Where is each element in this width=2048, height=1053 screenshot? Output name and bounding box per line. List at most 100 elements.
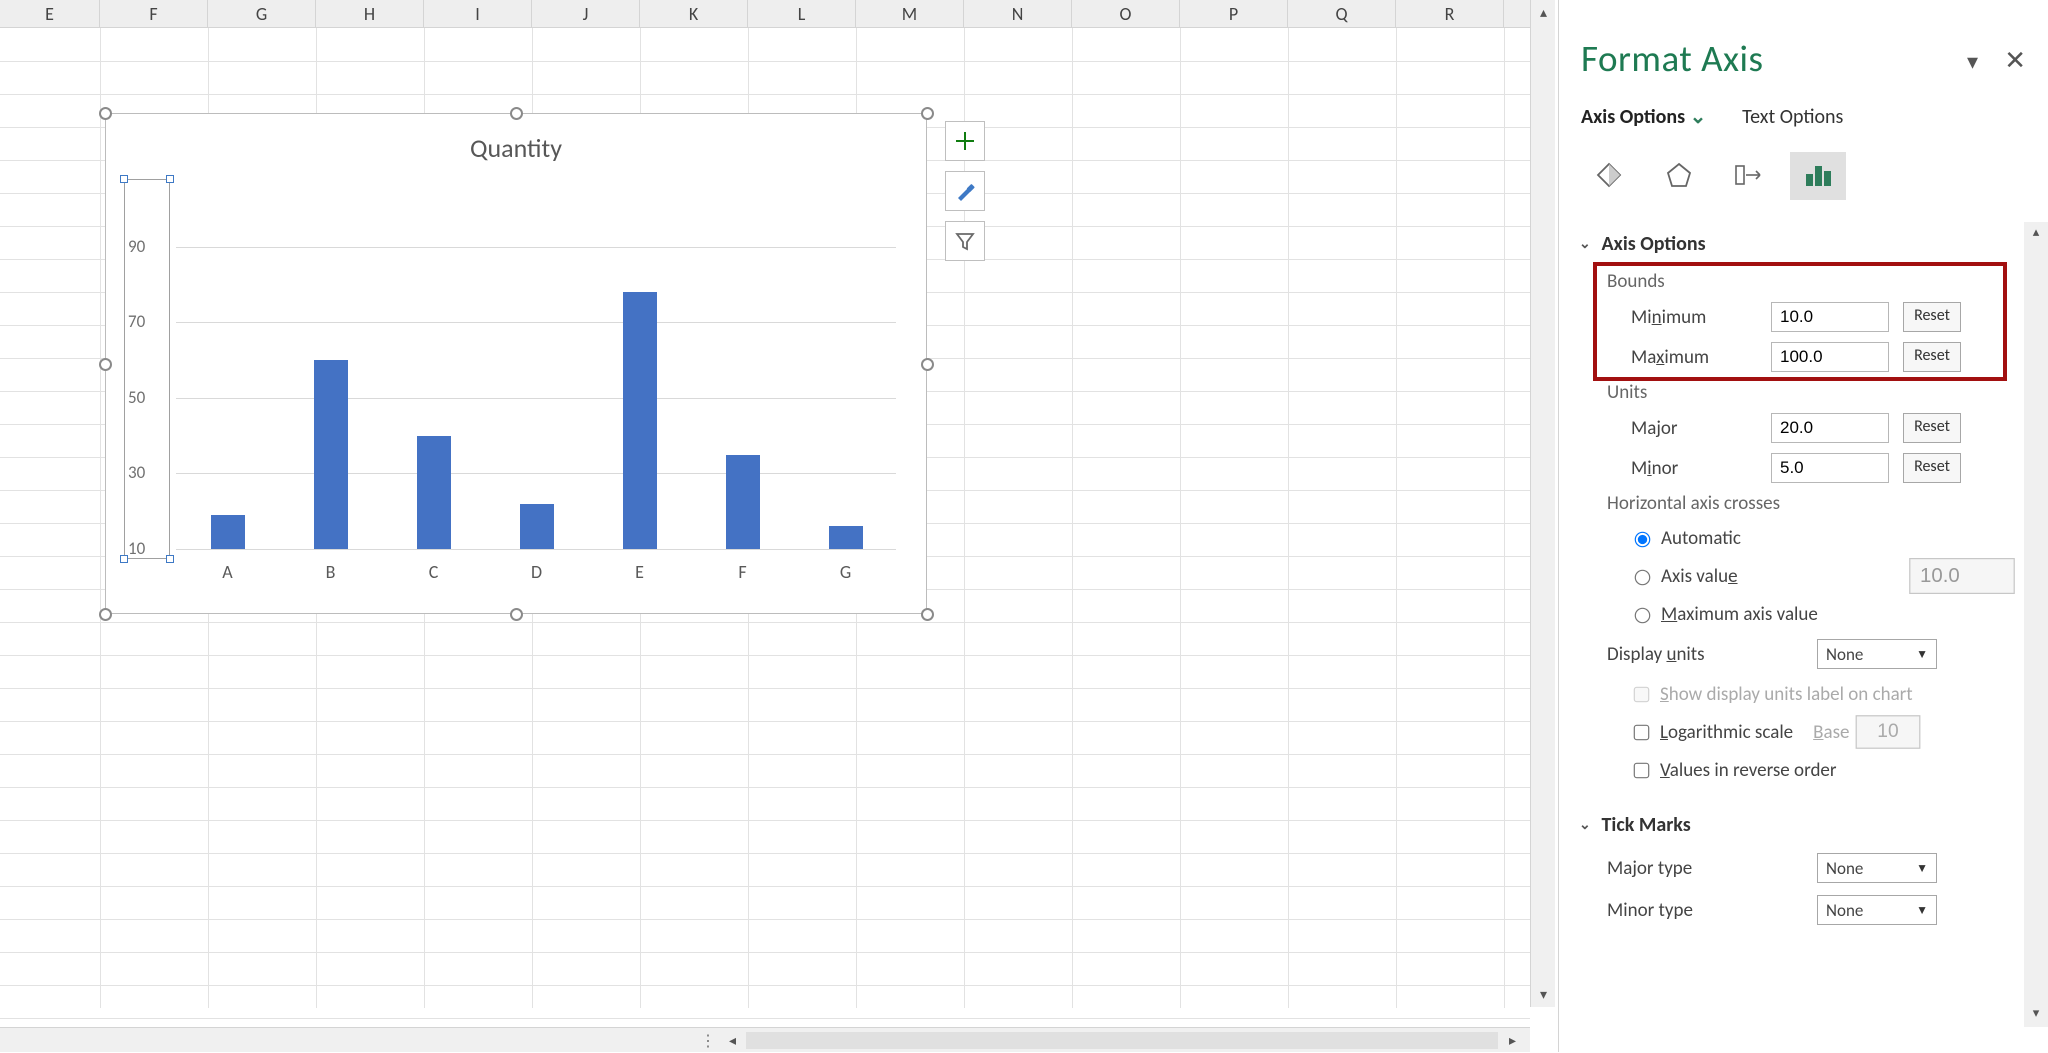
close-panel-icon[interactable]: ✕ [2004,44,2026,76]
chart-selection-handle[interactable] [510,608,523,621]
column-header-P[interactable]: P [1180,0,1288,28]
column-header-F[interactable]: F [100,0,208,28]
split-handle-icon[interactable]: ⋮ [700,1031,716,1050]
tick-major-row: Major type None ▼ [1559,847,2024,889]
effects-icon[interactable] [1651,152,1707,200]
chart-selection-handle[interactable] [921,358,934,371]
chart-title[interactable]: Quantity [106,132,926,164]
panel-scroll-down-icon[interactable]: ▾ [2024,1003,2048,1027]
bar-D[interactable] [520,504,554,549]
section-axis-options-label: Axis Options [1602,232,1706,256]
y-tick-label: 70 [128,311,145,332]
bar-B[interactable] [314,360,348,549]
scroll-left-arrow-icon[interactable]: ◂ [720,1028,745,1053]
radio-maximum-axis-value-input[interactable] [1635,608,1651,624]
radio-automatic-input[interactable] [1635,532,1651,548]
chart-selection-handle[interactable] [99,358,112,371]
fill-and-line-icon[interactable] [1581,152,1637,200]
column-header-L[interactable]: L [748,0,856,28]
chart-selection-handle[interactable] [921,608,934,621]
bar-G[interactable] [829,526,863,549]
chart-selection-handle[interactable] [510,107,523,120]
column-header-N[interactable]: N [964,0,1072,28]
bounds-minimum-input[interactable] [1771,302,1889,332]
chart-selection-handle[interactable] [921,107,934,120]
chart-selection-handle[interactable] [99,608,112,621]
bounds-maximum-reset-button[interactable]: Reset [1903,342,1961,372]
y-tick-label: 90 [128,236,145,257]
tick-minor-row: Minor type None ▼ [1559,889,2024,931]
tick-minor-select[interactable]: None ▼ [1817,895,1937,925]
column-header-Q[interactable]: Q [1288,0,1396,28]
values-reverse-checkbox[interactable] [1634,762,1650,778]
radio-maximum-axis-value[interactable]: Maximum axis value [1559,595,2024,633]
chart-selection-handle[interactable] [99,107,112,120]
radio-axis-value[interactable]: Axis value [1559,557,2024,595]
values-reverse-row[interactable]: Values in reverse order [1559,751,2024,789]
axis-options-icon[interactable] [1790,152,1846,200]
tick-minor-label: Minor type [1607,899,1817,922]
scroll-down-arrow-icon[interactable]: ▾ [1531,982,1556,1007]
tab-axis-options[interactable]: Axis Options ⌄ [1581,104,1708,129]
units-minor-input[interactable] [1771,453,1889,483]
bounds-group-label: Bounds [1559,266,2024,297]
scroll-right-arrow-icon[interactable]: ▸ [1500,1028,1525,1053]
tab-text-options[interactable]: Text Options [1742,105,1843,129]
worksheet-area[interactable]: EFGHIJKLMNOPQR Quantity 1030507090ABCDEF… [0,0,1555,1052]
radio-axis-value-input[interactable] [1635,570,1651,586]
panel-scroll-up-icon[interactable]: ▴ [2024,222,2048,246]
column-header-G[interactable]: G [208,0,316,28]
size-and-properties-icon[interactable] [1720,152,1776,200]
bounds-maximum-input[interactable] [1771,342,1889,372]
units-minor-label: Minor [1631,457,1771,480]
column-header-M[interactable]: M [856,0,964,28]
log-scale-label: Logarithmic scale [1660,721,1793,744]
column-header-R[interactable]: R [1396,0,1504,28]
log-base-input [1856,715,1921,749]
log-scale-row[interactable]: Logarithmic scale Base [1559,713,2024,751]
units-minor-reset-button[interactable]: Reset [1903,453,1961,483]
units-major-input[interactable] [1771,413,1889,443]
embedded-chart[interactable]: Quantity 1030507090ABCDEFG [105,113,927,614]
column-header-I[interactable]: I [424,0,532,28]
chart-styles-button[interactable] [945,171,985,211]
bounds-minimum-row: Minimum Reset [1559,297,2024,337]
bar-A[interactable] [211,515,245,549]
panel-tab-row: Axis Options ⌄ Text Options [1581,104,1873,129]
section-tick-marks[interactable]: ⌄ Tick Marks [1559,803,2024,847]
show-units-label-text: Show display units label on chart [1660,683,1913,706]
horizontal-scrollbar[interactable]: ⋮ ◂ ▸ [0,1027,1530,1052]
panel-scrollbar[interactable]: ▴ ▾ [2024,222,2048,1027]
chevron-down-icon: ⌄ [1690,104,1708,129]
column-header-H[interactable]: H [316,0,424,28]
panel-title: Format Axis [1581,36,1764,81]
log-scale-checkbox[interactable] [1634,724,1650,740]
tick-minor-value: None [1826,900,1863,921]
show-units-label-row: Show display units label on chart [1559,675,2024,713]
display-units-value: None [1826,644,1863,665]
column-header-J[interactable]: J [532,0,640,28]
bounds-maximum-label: Maximum [1631,346,1771,369]
vertical-scrollbar[interactable]: ▴ ▾ [1530,0,1555,1007]
tick-major-select[interactable]: None ▼ [1817,853,1937,883]
display-units-row: Display units None ▼ [1559,633,2024,675]
units-major-reset-button[interactable]: Reset [1903,413,1961,443]
column-header-O[interactable]: O [1072,0,1180,28]
chart-elements-button[interactable] [945,121,985,161]
panel-body: ⌄ Axis Options Bounds Minimum Reset Maxi… [1559,222,2024,1022]
radio-automatic[interactable]: Automatic [1559,519,2024,557]
scroll-up-arrow-icon[interactable]: ▴ [1531,0,1556,25]
bar-C[interactable] [417,436,451,549]
chart-plot-area[interactable] [176,209,896,549]
display-units-select[interactable]: None ▼ [1817,639,1937,669]
chart-filters-button[interactable] [945,221,985,261]
section-axis-options[interactable]: ⌄ Axis Options [1559,222,2024,266]
column-header-E[interactable]: E [0,0,100,28]
bar-E[interactable] [623,292,657,549]
column-header-K[interactable]: K [640,0,748,28]
column-header-row: EFGHIJKLMNOPQR [0,0,1530,28]
bar-F[interactable] [726,455,760,549]
scrollbar-track[interactable] [746,1032,1498,1049]
bounds-minimum-reset-button[interactable]: Reset [1903,302,1961,332]
panel-options-dropdown-icon[interactable]: ▾ [1967,48,1978,75]
